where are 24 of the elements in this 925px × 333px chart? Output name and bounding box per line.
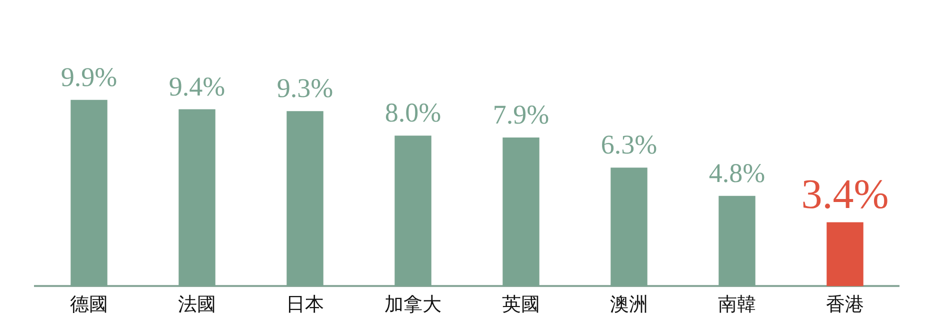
bar [718, 196, 756, 286]
data-label: 8.0% [384, 98, 442, 128]
bar [178, 109, 216, 286]
x-tick-label: 澳洲 [610, 294, 648, 316]
bar [286, 111, 324, 286]
bar [826, 222, 864, 286]
data-label: 9.9% [60, 62, 118, 92]
x-tick-label: 英國 [502, 294, 540, 316]
x-tick-label: 加拿大 [384, 294, 442, 316]
x-tick-label: 日本 [286, 294, 324, 316]
bar [502, 138, 540, 286]
data-label: 3.4% [801, 172, 889, 218]
data-label: 4.8% [708, 158, 766, 188]
x-tick-label: 南韓 [718, 294, 756, 316]
data-label: 7.9% [492, 100, 550, 130]
bar [70, 100, 108, 286]
x-tick-label: 香港 [826, 294, 864, 316]
x-tick-label: 德國 [70, 294, 108, 316]
bar [610, 168, 648, 286]
data-label: 9.4% [168, 71, 226, 102]
bar [394, 136, 432, 286]
data-label: 9.3% [276, 73, 334, 104]
data-label: 6.3% [600, 130, 658, 160]
x-tick-label: 法國 [178, 294, 216, 316]
